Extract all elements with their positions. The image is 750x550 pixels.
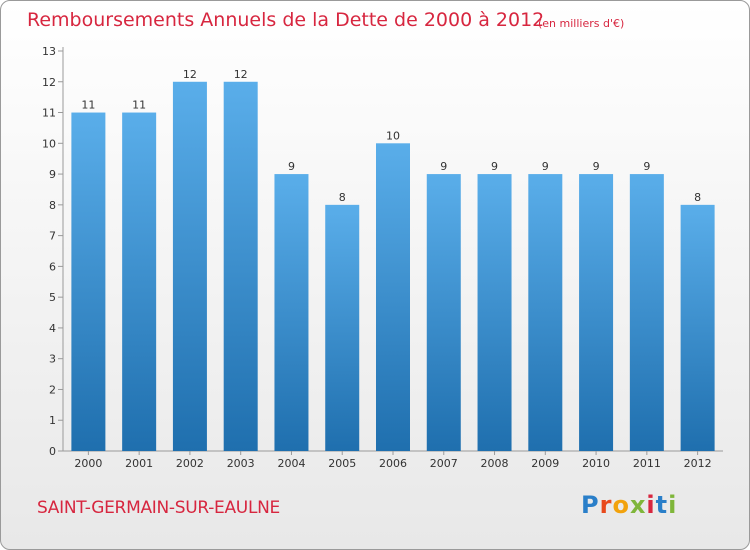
bar — [629, 174, 664, 452]
data-label: 9 — [593, 160, 600, 173]
y-tick-label: 8 — [49, 199, 56, 212]
y-tick-label: 13 — [42, 45, 56, 58]
proxiti-logo: Proxiti — [581, 491, 678, 519]
y-tick-label: 0 — [49, 445, 56, 458]
x-tick-label: 2000 — [74, 457, 102, 470]
y-tick-label: 9 — [49, 168, 56, 181]
bar — [325, 204, 360, 451]
y-tick-label: 1 — [49, 414, 56, 427]
x-tick-label: 2009 — [531, 457, 559, 470]
data-label: 11 — [132, 99, 146, 112]
bar — [71, 112, 106, 452]
data-label: 9 — [440, 160, 447, 173]
data-label: 11 — [81, 99, 95, 112]
bar — [579, 174, 614, 452]
x-tick-label: 2001 — [125, 457, 153, 470]
chart-unit: (en milliers d'€) — [538, 17, 625, 30]
data-label: 12 — [234, 68, 248, 81]
x-tick-label: 2012 — [684, 457, 712, 470]
x-tick-label: 2004 — [277, 457, 305, 470]
x-tick-label: 2006 — [379, 457, 407, 470]
bar — [426, 174, 461, 452]
data-label: 9 — [288, 160, 295, 173]
y-tick-label: 4 — [49, 322, 56, 335]
bar — [172, 81, 207, 452]
x-tick-label: 2007 — [430, 457, 458, 470]
x-tick-label: 2005 — [328, 457, 356, 470]
data-label: 8 — [694, 191, 701, 204]
y-tick-label: 3 — [49, 353, 56, 366]
bar — [274, 174, 309, 452]
data-label: 9 — [643, 160, 650, 173]
data-label: 12 — [183, 68, 197, 81]
y-tick-label: 7 — [49, 230, 56, 243]
data-label: 8 — [339, 191, 346, 204]
data-label: 9 — [491, 160, 498, 173]
y-tick-label: 2 — [49, 383, 56, 396]
y-tick-label: 10 — [42, 137, 56, 150]
x-tick-label: 2011 — [633, 457, 661, 470]
y-tick-label: 12 — [42, 76, 56, 89]
bar — [122, 112, 157, 452]
commune-name: SAINT-GERMAIN-SUR-EAULNE — [37, 498, 280, 518]
bar — [680, 204, 715, 451]
data-label: 9 — [542, 160, 549, 173]
x-tick-label: 2002 — [176, 457, 204, 470]
bar — [477, 174, 512, 452]
chart-title: Remboursements Annuels de la Dette de 20… — [27, 9, 545, 31]
data-label: 10 — [386, 129, 400, 142]
bar — [528, 174, 563, 452]
bars: 11 11 12 12 9 8 10 9 9 9 9 9 8 — [71, 68, 715, 452]
x-tick-label: 2008 — [481, 457, 509, 470]
bar — [223, 81, 258, 452]
y-tick-label: 11 — [42, 107, 56, 120]
y-tick-label: 6 — [49, 260, 56, 273]
bar — [376, 143, 410, 452]
x-tick-label: 2003 — [227, 457, 255, 470]
y-tick-label: 5 — [49, 291, 56, 304]
x-tick-label: 2010 — [582, 457, 610, 470]
